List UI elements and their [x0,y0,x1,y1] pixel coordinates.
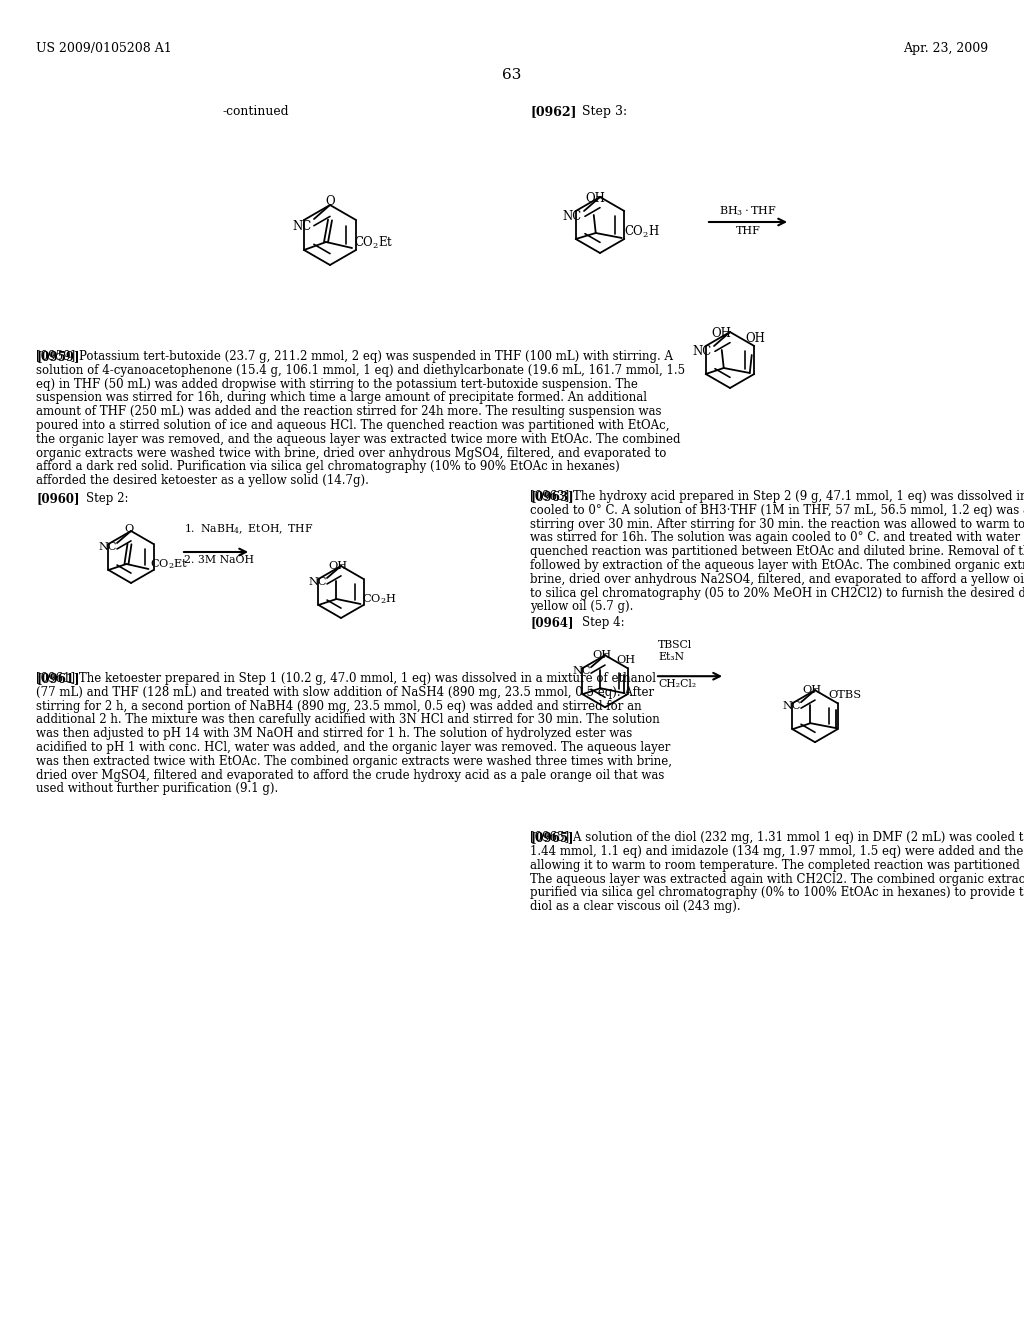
Text: to silica gel chromatography (05 to 20% MeOH in CH2Cl2) to furnish the desired d: to silica gel chromatography (05 to 20% … [530,586,1024,599]
Text: OH: OH [745,333,766,345]
Text: NC: NC [98,543,117,552]
Text: 1.44 mmol, 1.1 eq) and imidazole (134 mg, 1.97 mmol, 1.5 eq) were added and the : 1.44 mmol, 1.1 eq) and imidazole (134 mg… [530,845,1024,858]
Text: followed by extraction of the aqueous layer with EtOAc. The combined organic ext: followed by extraction of the aqueous la… [530,558,1024,572]
Text: [0960]: [0960] [36,492,80,506]
Text: brine, dried over anhydrous Na2SO4, filtered, and evaporated to afford a yellow : brine, dried over anhydrous Na2SO4, filt… [530,573,1024,586]
Text: eq) in THF (50 mL) was added dropwise with stirring to the potassium tert-butoxi: eq) in THF (50 mL) was added dropwise wi… [36,378,638,391]
Text: acidified to pH 1 with conc. HCl, water was added, and the organic layer was rem: acidified to pH 1 with conc. HCl, water … [36,741,671,754]
Text: [0961] The ketoester prepared in Step 1 (10.2 g, 47.0 mmol, 1 eq) was dissolved : [0961] The ketoester prepared in Step 1 … [36,672,656,685]
Text: yellow oil (5.7 g).: yellow oil (5.7 g). [530,601,634,614]
Text: quenched reaction was partitioned between EtOAc and diluted brine. Removal of th: quenched reaction was partitioned betwee… [530,545,1024,558]
Text: NC: NC [692,345,712,358]
Text: was stirred for 16h. The solution was again cooled to 0° C. and treated with wat: was stirred for 16h. The solution was ag… [530,532,1024,544]
Text: dried over MgSO4, filtered and evaporated to afford the crude hydroxy acid as a : dried over MgSO4, filtered and evaporate… [36,768,665,781]
Text: $\mathregular{BH_3 \cdot THF}$: $\mathregular{BH_3 \cdot THF}$ [719,205,777,218]
Text: [0962]: [0962] [530,106,577,117]
Text: OH: OH [616,655,636,665]
Text: O: O [125,524,134,535]
Text: amount of THF (250 mL) was added and the reaction stirred for 24h more. The resu: amount of THF (250 mL) was added and the… [36,405,662,418]
Text: NC: NC [572,667,591,676]
Text: stirring over 30 min. After stirring for 30 min. the reaction was allowed to war: stirring over 30 min. After stirring for… [530,517,1024,531]
Text: afford a dark red solid. Purification via silica gel chromatography (10% to 90% : afford a dark red solid. Purification vi… [36,461,620,474]
Text: -continued: -continued [223,106,289,117]
Text: additional 2 h. The mixture was then carefully acidified with 3N HCl and stirred: additional 2 h. The mixture was then car… [36,713,659,726]
Text: afforded the desired ketoester as a yellow solid (14.7g).: afforded the desired ketoester as a yell… [36,474,369,487]
Text: organic extracts were washed twice with brine, dried over anhydrous MgSO4, filte: organic extracts were washed twice with … [36,446,667,459]
Text: OH: OH [586,191,605,205]
Text: Et₃N: Et₃N [658,652,684,663]
Text: allowing it to warm to room temperature. The completed reaction was partitioned : allowing it to warm to room temperature.… [530,859,1024,871]
Text: The aqueous layer was extracted again with CH2Cl2. The combined organic extracts: The aqueous layer was extracted again wi… [530,873,1024,886]
Text: solution of 4-cyanoacetophenone (15.4 g, 106.1 mmol, 1 eq) and diethylcarbonate : solution of 4-cyanoacetophenone (15.4 g,… [36,364,685,376]
Text: $\mathregular{CO_2Et}$: $\mathregular{CO_2Et}$ [354,235,393,251]
Text: [0963]: [0963] [530,490,573,503]
Text: stirring for 2 h, a second portion of NaBH4 (890 mg, 23.5 mmol, 0.5 eq) was adde: stirring for 2 h, a second portion of Na… [36,700,642,713]
Text: OTBS: OTBS [828,690,861,700]
Text: diol as a clear viscous oil (243 mg).: diol as a clear viscous oil (243 mg). [530,900,740,913]
Text: 2. 3M NaOH: 2. 3M NaOH [184,554,254,565]
Text: [0965]: [0965] [530,832,573,845]
Text: was then extracted twice with EtOAc. The combined organic extracts were washed t: was then extracted twice with EtOAc. The… [36,755,672,768]
Text: US 2009/0105208 A1: US 2009/0105208 A1 [36,42,172,55]
Text: [0959]: [0959] [36,350,80,363]
Text: poured into a stirred solution of ice and aqueous HCl. The quenched reaction was: poured into a stirred solution of ice an… [36,418,670,432]
Text: $\mathregular{CO_2Et}$: $\mathregular{CO_2Et}$ [151,557,188,570]
Text: used without further purification (9.1 g).: used without further purification (9.1 g… [36,783,279,796]
Text: NC: NC [782,701,801,711]
Text: was then adjusted to pH 14 with 3M NaOH and stirred for 1 h. The solution of hyd: was then adjusted to pH 14 with 3M NaOH … [36,727,632,741]
Text: the organic layer was removed, and the aqueous layer was extracted twice more wi: the organic layer was removed, and the a… [36,433,681,446]
Text: CH₂Cl₂: CH₂Cl₂ [658,680,696,689]
Text: OH: OH [329,561,347,572]
Text: TBSCl: TBSCl [658,640,692,651]
Text: (77 mL) and THF (128 mL) and treated with slow addition of NaSH4 (890 mg, 23.5 m: (77 mL) and THF (128 mL) and treated wit… [36,686,654,698]
Text: O: O [326,195,335,209]
Text: Step 2:: Step 2: [86,492,128,506]
Text: [0964]: [0964] [530,616,573,630]
Text: NC: NC [308,577,327,587]
Text: cooled to 0° C. A solution of BH3·THF (1M in THF, 57 mL, 56.5 mmol, 1.2 eq) was : cooled to 0° C. A solution of BH3·THF (1… [530,504,1024,517]
Text: [0961]: [0961] [36,672,80,685]
Text: NC: NC [292,220,311,234]
Text: [0963] The hydroxy acid prepared in Step 2 (9 g, 47.1 mmol, 1 eq) was dissolved : [0963] The hydroxy acid prepared in Step… [530,490,1024,503]
Text: NC: NC [562,210,582,223]
Text: OH: OH [593,651,611,660]
Text: [0965] A solution of the diol (232 mg, 1.31 mmol 1 eq) in DMF (2 mL) was cooled : [0965] A solution of the diol (232 mg, 1… [530,832,1024,845]
Text: suspension was stirred for 16h, during which time a large amount of precipitate : suspension was stirred for 16h, during w… [36,392,647,404]
Text: THF: THF [735,226,761,236]
Text: $\mathregular{CO_2H}$: $\mathregular{CO_2H}$ [362,593,397,606]
Text: $\mathregular{1.\ NaBH_4,\ EtOH,\ THF}$: $\mathregular{1.\ NaBH_4,\ EtOH,\ THF}$ [184,523,313,536]
Text: Step 4:: Step 4: [582,616,625,630]
Text: 63: 63 [503,69,521,82]
Text: purified via silica gel chromatography (0% to 100% EtOAc in hexanes) to provide : purified via silica gel chromatography (… [530,887,1024,899]
Text: Apr. 23, 2009: Apr. 23, 2009 [903,42,988,55]
Text: Step 3:: Step 3: [582,106,627,117]
Text: OH: OH [712,327,731,341]
Text: OH: OH [803,685,821,696]
Text: [0959] Potassium tert-butoxide (23.7 g, 211.2 mmol, 2 eq) was suspended in THF (: [0959] Potassium tert-butoxide (23.7 g, … [36,350,673,363]
Text: $\mathregular{CO_2H}$: $\mathregular{CO_2H}$ [624,224,659,240]
